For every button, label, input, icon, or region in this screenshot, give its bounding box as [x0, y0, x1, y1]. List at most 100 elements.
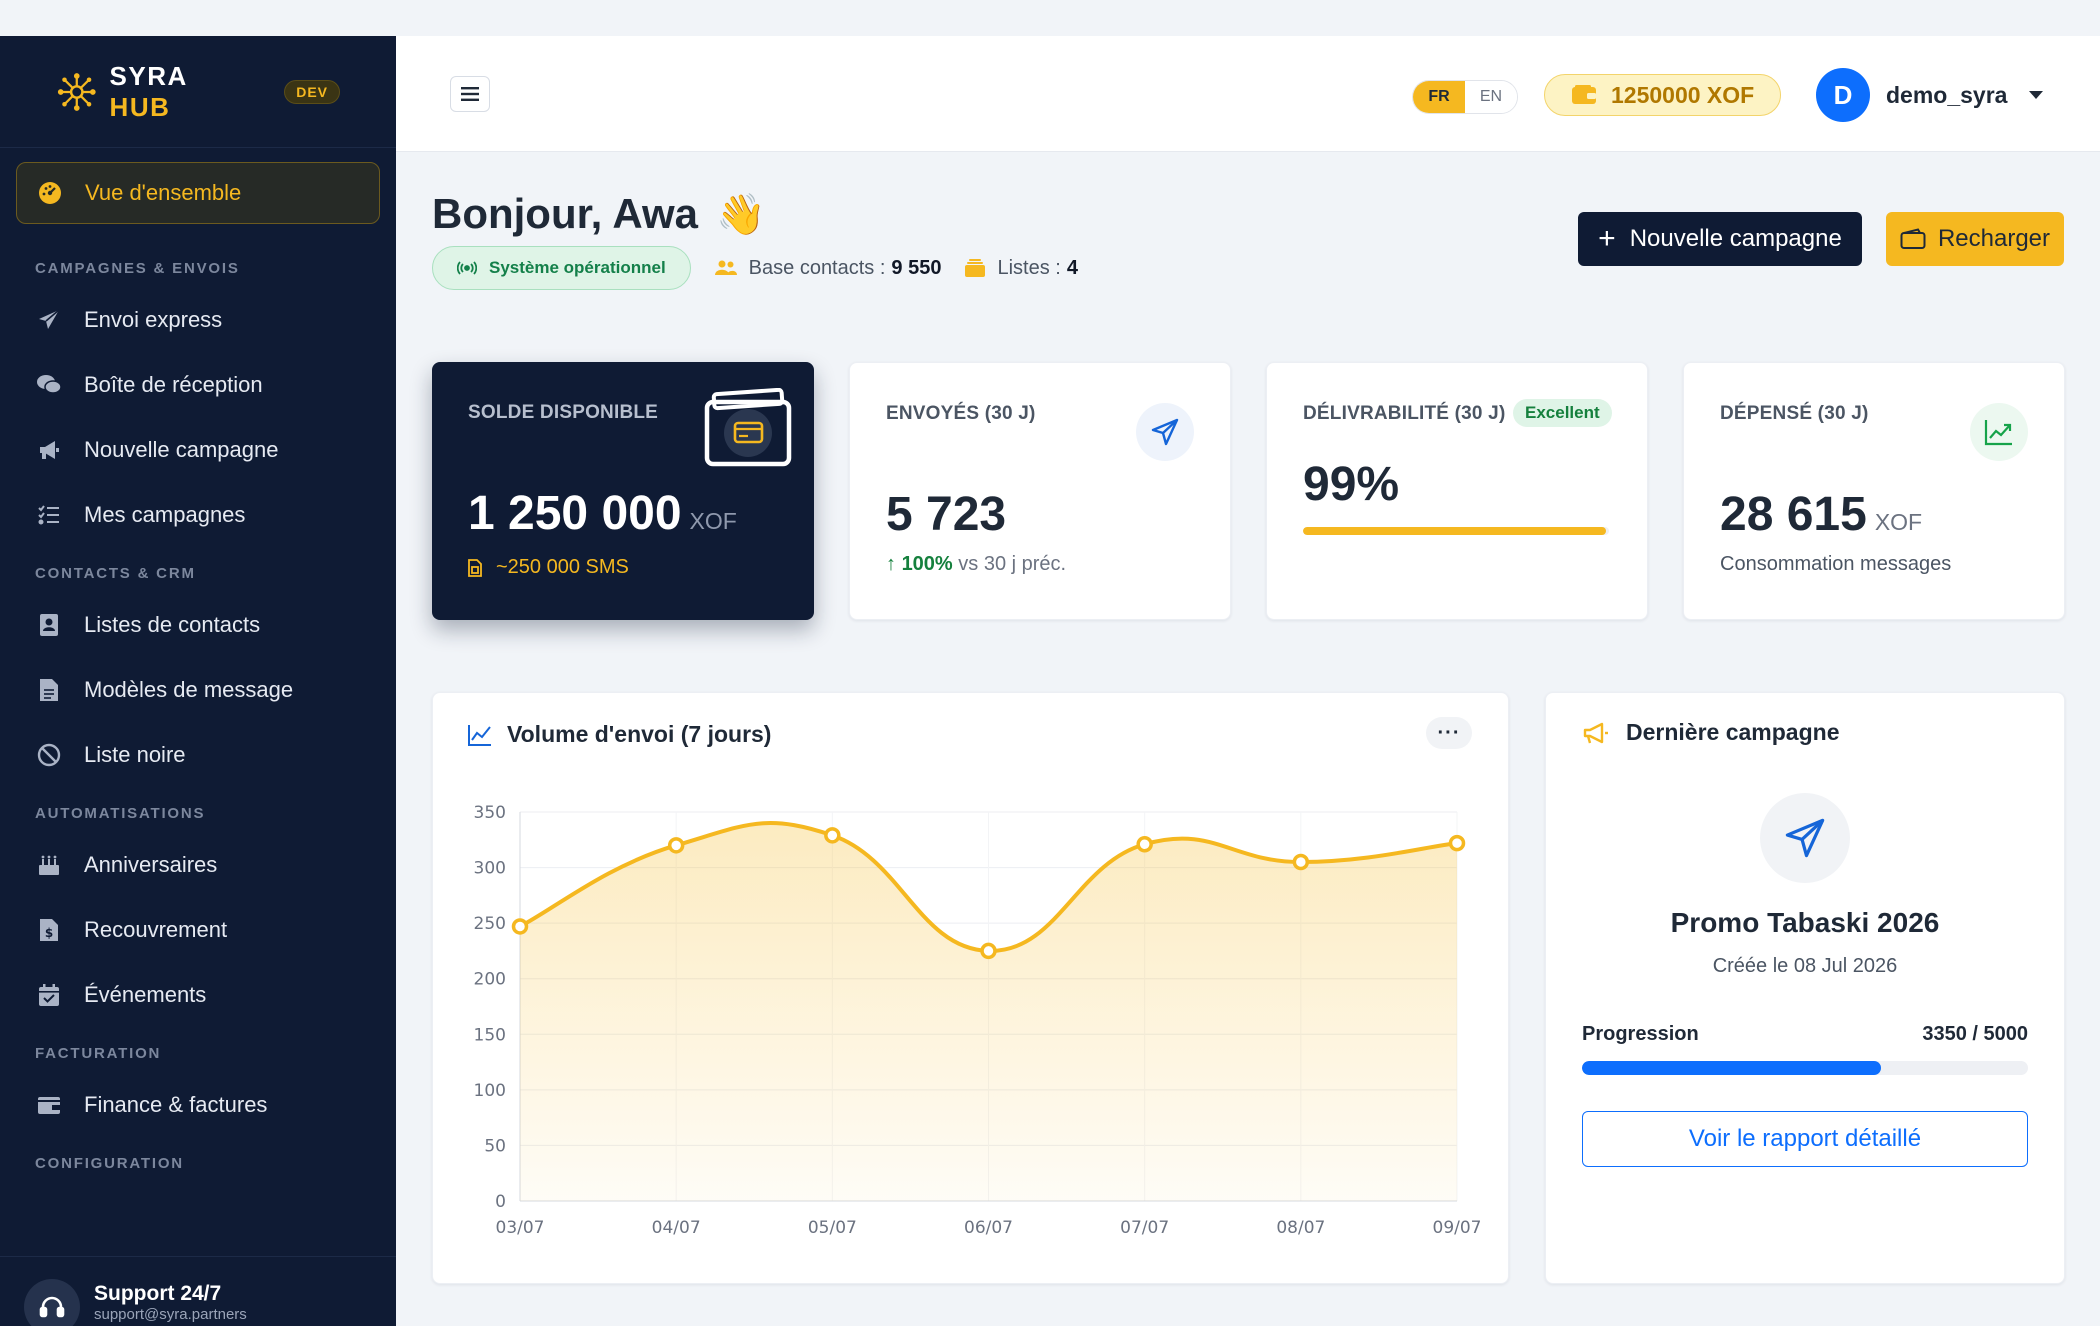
cake-icon — [36, 852, 62, 878]
campaign-date: Créée le 08 Jul 2026 — [1712, 955, 1898, 977]
sidebar-item-finance[interactable]: Finance & factures — [16, 1072, 380, 1137]
sidebar-item-contact-lists[interactable]: Listes de contacts — [16, 592, 380, 657]
campaign-progress-bar — [1582, 1061, 2028, 1075]
data-point — [511, 918, 529, 935]
lists-count: Listes :4 — [965, 256, 1078, 280]
sidebar-item-overview[interactable]: Vue d'ensemble — [16, 162, 380, 224]
sidebar-item-label: Finance & factures — [84, 1091, 268, 1117]
x-tick-label: 09/07 — [1433, 1218, 1482, 1238]
deliverability-bar — [1303, 527, 1609, 535]
sidebar-item-express-send[interactable]: Envoi express — [16, 287, 380, 352]
chat-bubbles-icon — [36, 372, 62, 398]
gauge-icon — [37, 180, 63, 206]
y-tick-label: 150 — [474, 1025, 506, 1045]
sidebar-item-birthdays[interactable]: Anniversaires — [16, 832, 380, 897]
sidebar-item-label: Recouvrement — [84, 916, 228, 942]
chevron-down-icon — [2029, 91, 2044, 99]
spent-label: DÉPENSÉ (30 J) — [1720, 403, 1869, 424]
x-tick-label: 05/07 — [808, 1218, 857, 1238]
section-title-configuration: CONFIGURATION — [35, 1155, 184, 1172]
plus-icon: + — [1598, 222, 1616, 255]
support-widget[interactable]: Support 24/7 support@syra.partners — [0, 1256, 396, 1326]
ban-icon — [36, 742, 62, 768]
spent-amount: 28 615 — [1720, 488, 1867, 541]
balance-unit: XOF — [689, 508, 737, 534]
new-campaign-button[interactable]: + Nouvelle campagne — [1578, 212, 1862, 266]
chart-more-button[interactable]: ··· — [1426, 717, 1472, 749]
sidebar-item-events[interactable]: Événements — [16, 962, 380, 1027]
lists-label: Listes : — [997, 256, 1061, 279]
view-report-button[interactable]: Voir le rapport détaillé — [1582, 1111, 2028, 1167]
progress-value: 3350 / 5000 — [1922, 1023, 2028, 1045]
balance-amount: 1 250 000 — [468, 487, 682, 540]
y-tick-label: 350 — [474, 803, 506, 823]
menu-toggle-button[interactable] — [450, 76, 490, 112]
file-text-icon — [36, 677, 62, 703]
last-campaign-title: Dernière campagne — [1582, 719, 1839, 746]
sidebar-item-label: Mes campagnes — [84, 501, 246, 527]
deliverability-value: 99% — [1303, 458, 1400, 511]
x-tick-label: 06/07 — [964, 1218, 1013, 1238]
balance-pill[interactable]: 1250000 XOF — [1544, 74, 1782, 116]
network-logo-icon — [57, 72, 96, 111]
support-email[interactable]: support@syra.partners — [94, 1306, 247, 1323]
lang-fr-button[interactable]: FR — [1413, 81, 1465, 113]
y-tick-label: 250 — [474, 914, 506, 934]
wallet-card-icon — [704, 388, 792, 467]
campaign-name: Promo Tabaski 2026 — [1670, 907, 1940, 938]
deliverability-card: DÉLIVRABILITÉ (30 J) Excellent 99% — [1266, 362, 1648, 620]
section-title-automations: AUTOMATISATIONS — [35, 805, 206, 822]
user-menu[interactable]: D demo_syra — [1816, 68, 2044, 122]
data-point — [824, 827, 841, 844]
deliverability-label: DÉLIVRABILITÉ (30 J) — [1303, 403, 1506, 424]
y-tick-label: 300 — [474, 859, 506, 879]
megaphone-icon — [36, 437, 62, 463]
data-point — [980, 942, 997, 960]
sidebar-item-my-campaigns[interactable]: Mes campagnes — [16, 482, 380, 547]
status-text: Système opérationnel — [489, 258, 666, 277]
volume-chart-card: 0 50 100 150 200 250 300 350 03/07 04/07 05/07 06/0… — [432, 692, 1509, 1284]
sms-text: ~250 000 SMS — [496, 556, 629, 578]
spent-subtitle: Consommation messages — [1720, 553, 1952, 575]
list-check-icon — [36, 502, 62, 528]
sidebar-item-blacklist[interactable]: Liste noire — [16, 722, 380, 787]
spent-card: DÉPENSÉ (30 J) 28 615 XOF Consommation me… — [1683, 362, 2065, 620]
sidebar-item-templates[interactable]: Modèles de message — [16, 657, 380, 722]
sidebar-item-label: Listes de contacts — [84, 611, 261, 637]
brand[interactable]: SYRA HUB DEV — [0, 36, 396, 148]
lang-en-button[interactable]: EN — [1465, 81, 1517, 113]
hamburger-icon — [461, 87, 479, 101]
brand-name-syra: SYRA — [109, 60, 187, 91]
balance-label: SOLDE DISPONIBLE — [468, 402, 659, 423]
last-campaign-card: Dernière campagne Promo Tabaski 2026 Cré… — [1545, 692, 2065, 1284]
support-text: Support 24/7 support@syra.partners — [94, 1282, 247, 1323]
sidebar-item-recovery[interactable]: $ Recouvrement — [16, 897, 380, 962]
sidebar-item-inbox[interactable]: Boîte de réception — [16, 352, 380, 417]
headset-icon — [24, 1278, 80, 1326]
calendar-check-icon — [36, 982, 62, 1008]
recharge-button[interactable]: Recharger — [1886, 212, 2064, 266]
sidebar-item-new-campaign[interactable]: Nouvelle campagne — [16, 417, 380, 482]
x-tick-label: 04/07 — [652, 1218, 701, 1238]
status-badge: Système opérationnel — [432, 246, 691, 290]
sidebar-item-label: Vue d'ensemble — [85, 180, 242, 205]
spent-value: 28 615 XOF — [1720, 487, 1922, 542]
y-tick-label: 50 — [484, 1136, 506, 1156]
broadcast-icon — [457, 261, 477, 275]
svg-text:$: $ — [45, 926, 53, 940]
spent-unit: XOF — [1874, 509, 1923, 535]
paper-plane-icon — [1136, 403, 1194, 461]
header-meta: Système opérationnel Base contacts :9 55… — [432, 246, 1078, 290]
balance-card: SOLDE DISPONIBLE 1 250 000 XOF ~250 000 S… — [432, 362, 814, 620]
sidebar-item-label: Anniversaires — [84, 851, 218, 877]
data-point — [1292, 853, 1310, 871]
username: demo_syra — [1886, 81, 2008, 108]
support-title: Support 24/7 — [94, 1282, 222, 1305]
section-title-campaigns: CAMPAGNES & ENVOIS — [35, 260, 240, 277]
sms-estimate: ~250 000 SMS — [468, 556, 629, 579]
y-tick-label: 200 — [474, 970, 506, 990]
sim-card-icon — [468, 558, 482, 577]
lists-value: 4 — [1066, 256, 1078, 279]
greeting-text: Bonjour, Awa — [432, 190, 699, 237]
wallet-icon — [36, 1092, 62, 1118]
